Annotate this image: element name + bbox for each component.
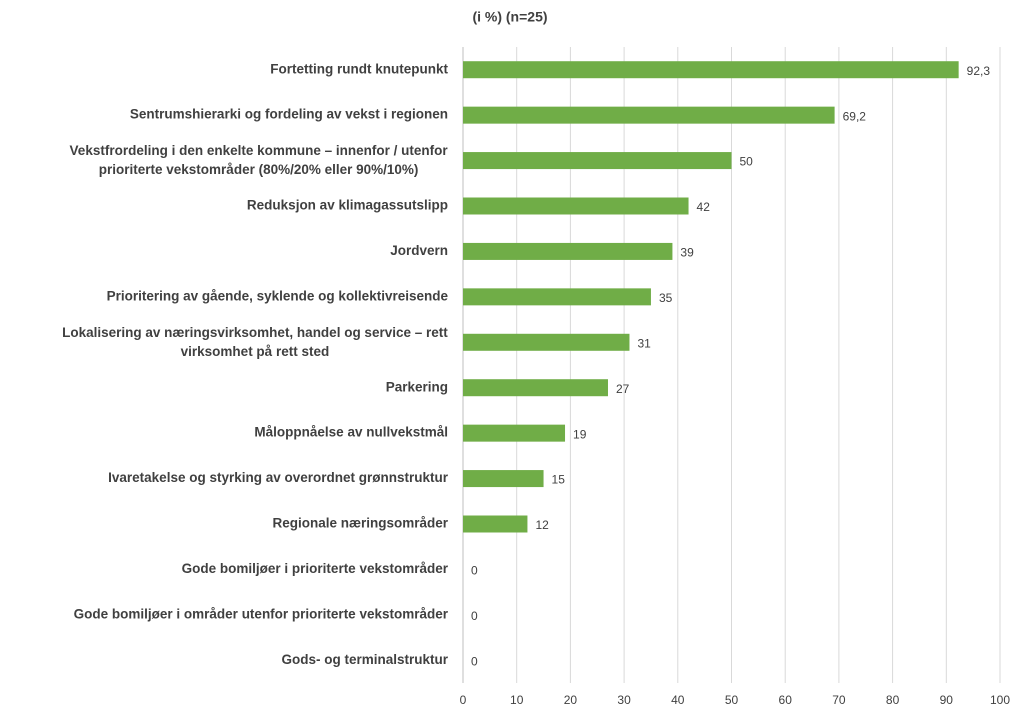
y-tick-label: Gode bomiljøer i prioriterte vekstområde… [182, 561, 449, 576]
y-tick-label: Vekstfrordeling i den enkelte kommune – … [70, 143, 449, 177]
x-tick-label: 80 [886, 693, 900, 707]
bar [463, 242, 673, 260]
x-tick-label: 40 [671, 693, 685, 707]
data-label: 0 [471, 609, 478, 623]
data-label: 31 [637, 336, 651, 350]
bar [463, 470, 544, 488]
data-label: 50 [740, 155, 754, 169]
x-tick-label: 30 [617, 693, 631, 707]
data-label: 69,2 [843, 109, 867, 123]
x-tick-label: 70 [832, 693, 846, 707]
data-label: 12 [535, 518, 549, 532]
label-line: virksomhet på rett sted [181, 343, 330, 358]
bar [463, 61, 959, 79]
y-tick-label: Regionale næringsområder [272, 516, 448, 531]
y-tick-label: Parkering [386, 379, 448, 394]
data-label: 35 [659, 291, 673, 305]
y-tick-label: Måloppnåelse av nullvekstmål [254, 425, 448, 440]
y-tick-label: Gods- og terminalstruktur [281, 652, 448, 667]
data-label: 92,3 [967, 64, 991, 78]
x-tick-label: 50 [725, 693, 739, 707]
label-line: Vekstfrordeling i den enkelte kommune – … [70, 143, 449, 158]
bar [463, 288, 651, 306]
data-label: 39 [680, 246, 694, 260]
x-tick-label: 10 [510, 693, 524, 707]
y-tick-label: Ivaretakelse og styrking av overordnet g… [108, 470, 449, 485]
label-line: prioriterte vekstområder (80%/20% eller … [99, 162, 419, 177]
y-tick-label: Reduksjon av klimagassutslipp [247, 198, 448, 213]
y-tick-label: Fortetting rundt knutepunkt [270, 61, 448, 76]
y-tick-label: Lokalisering av næringsvirksomhet, hande… [62, 324, 448, 358]
data-label: 0 [471, 654, 478, 668]
x-tick-label: 90 [940, 693, 954, 707]
bar [463, 424, 566, 442]
x-tick-label: 20 [564, 693, 578, 707]
x-tick-label: 0 [460, 693, 467, 707]
label-line: Lokalisering av næringsvirksomhet, hande… [62, 324, 448, 339]
y-tick-label: Jordvern [390, 243, 448, 258]
chart-title: (i %) (n=25) [472, 9, 547, 25]
x-tick-label: 100 [990, 693, 1010, 707]
y-tick-label: Sentrumshierarki og fordeling av vekst i… [130, 107, 448, 122]
x-tick-label: 60 [779, 693, 793, 707]
data-label: 27 [616, 382, 630, 396]
bar [463, 379, 608, 397]
bar [463, 197, 689, 215]
y-tick-label: Gode bomiljøer i områder utenfor priorit… [74, 606, 449, 621]
y-tick-label: Prioritering av gående, syklende og koll… [107, 288, 449, 303]
data-label: 15 [552, 473, 566, 487]
data-label: 0 [471, 564, 478, 578]
data-label: 19 [573, 427, 587, 441]
data-label: 42 [697, 200, 711, 214]
bar [463, 333, 630, 351]
bar [463, 152, 732, 170]
bar [463, 515, 528, 533]
bar [463, 106, 835, 124]
